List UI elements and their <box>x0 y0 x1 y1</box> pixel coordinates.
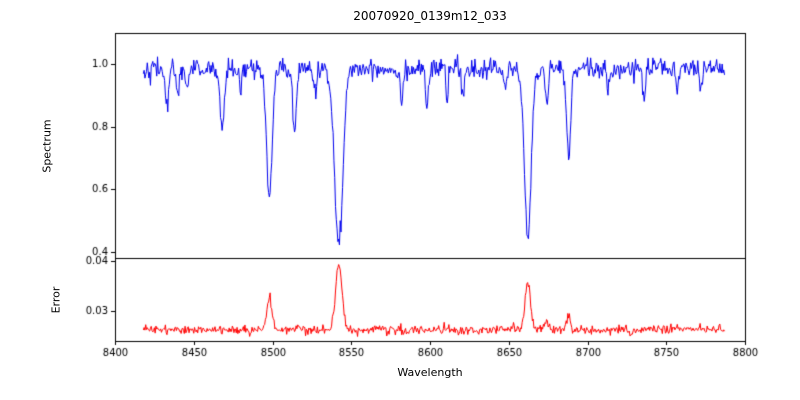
chart-title: 20070920_0139m12_033 <box>353 9 507 23</box>
x-axis-label: Wavelength <box>397 366 463 379</box>
spectrum-y-axis-label: Spectrum <box>40 119 54 173</box>
error-y-axis-label: Error <box>49 286 63 314</box>
